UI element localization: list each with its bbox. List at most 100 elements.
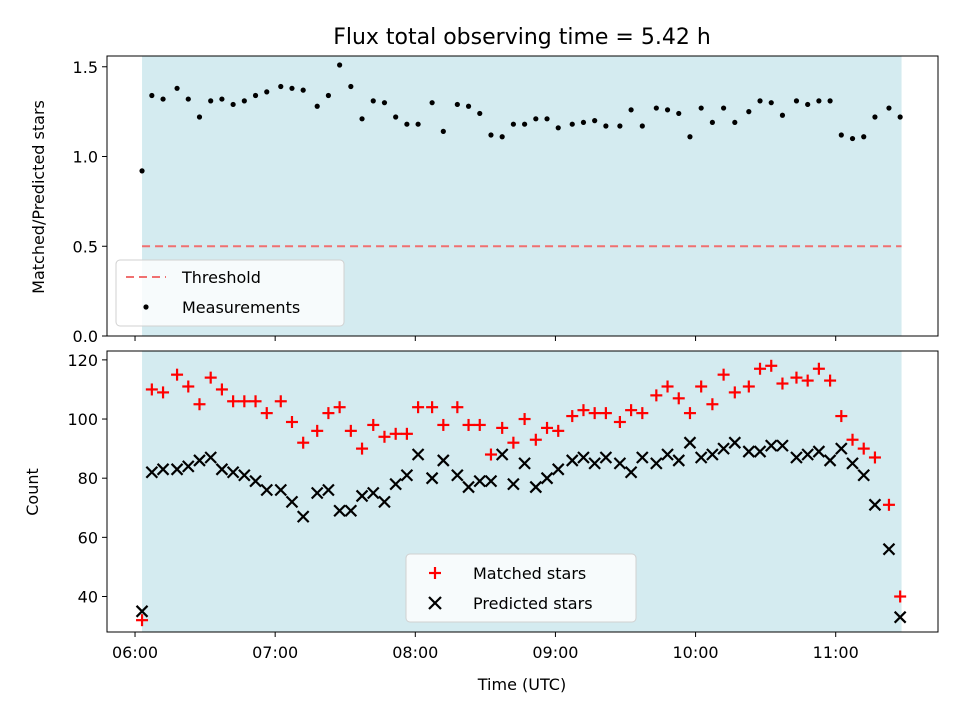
time-x-axis-label: Time (UTC) xyxy=(477,675,566,694)
measurement-point xyxy=(252,92,259,99)
matched-star-point xyxy=(613,415,626,428)
matched-star-point xyxy=(650,389,663,402)
predicted-star-point xyxy=(389,477,402,491)
measurement-point xyxy=(208,98,214,104)
measurement-point xyxy=(185,96,191,102)
measurement-point xyxy=(499,134,505,140)
matched-star-point xyxy=(776,377,789,390)
count-y-tick-label: 60 xyxy=(78,528,98,547)
matched-star-point xyxy=(801,374,814,387)
measurement-point xyxy=(359,116,365,122)
measurement-point xyxy=(816,98,822,104)
matched-star-point xyxy=(462,418,475,431)
matched-star-point xyxy=(824,374,837,387)
matched-star-point xyxy=(577,404,590,417)
time-x-tick-label: 07:00 xyxy=(252,643,298,662)
predicted-star-point xyxy=(322,483,335,497)
measurement-point xyxy=(454,101,460,108)
measurement-point xyxy=(827,98,833,104)
predicted-star-point xyxy=(145,465,159,479)
matched-star-point xyxy=(625,404,638,417)
ratio-y-tick-label: 1.5 xyxy=(73,58,98,77)
predicted-star-point xyxy=(882,542,896,556)
matched-star-point xyxy=(412,401,425,414)
measurement-point xyxy=(580,119,587,126)
matched-star-point xyxy=(507,436,520,449)
predicted-star-point xyxy=(274,483,288,497)
predicted-star-point xyxy=(437,454,450,467)
predicted-star-point xyxy=(717,442,730,455)
measurement-point xyxy=(404,121,410,127)
matched-star-point xyxy=(566,410,579,423)
time-x-tick-label: 10:00 xyxy=(673,643,719,662)
predicted-star-point xyxy=(495,448,509,461)
count-y-tick-label: 100 xyxy=(67,410,98,429)
measurement-point xyxy=(149,92,155,99)
matched-star-point xyxy=(728,386,741,399)
measurement-point xyxy=(592,118,598,124)
predicted-star-point xyxy=(636,451,649,464)
measurement-point xyxy=(139,168,145,174)
legend-matched-label: Matched stars xyxy=(473,564,586,583)
matched-star-point xyxy=(717,368,730,381)
measurement-point xyxy=(522,121,528,127)
predicted-star-point xyxy=(868,498,882,512)
count-y-tick-label: 80 xyxy=(78,469,98,488)
matched-star-point xyxy=(599,407,612,420)
measurement-point xyxy=(886,105,892,111)
predicted-star-point xyxy=(518,457,531,470)
measurement-point xyxy=(779,112,786,118)
time-x-tick-label: 08:00 xyxy=(392,643,438,662)
ratio-legend-box xyxy=(115,259,345,327)
matched-star-point xyxy=(311,424,324,437)
matched-star-point xyxy=(344,424,357,437)
measurement-point xyxy=(653,105,659,111)
matched-star-point xyxy=(136,614,149,627)
measurement-point xyxy=(196,114,203,120)
count-plot-frame xyxy=(106,350,939,633)
measurement-point xyxy=(849,135,856,142)
predicted-star-point xyxy=(484,474,498,488)
predicted-star-point xyxy=(764,439,778,452)
predicted-star-point xyxy=(378,495,391,509)
matched-star-point xyxy=(356,442,369,455)
measurement-point xyxy=(465,103,472,109)
time-x-tick-label: 11:00 xyxy=(813,643,859,662)
measurement-point xyxy=(687,134,693,140)
predicted-star-point xyxy=(753,445,767,458)
predicted-star-point xyxy=(577,451,590,464)
count-plot-panel: 40 60 80 100 120 06:00 07:00 08:00 09:00 10:00 11… xyxy=(23,350,939,694)
measurement-point xyxy=(241,98,247,104)
matched-star-point xyxy=(765,359,778,372)
matched-star-point xyxy=(333,401,346,414)
predicted-star-point xyxy=(742,445,756,458)
matched-star-point xyxy=(706,398,719,411)
predicted-star-point xyxy=(355,489,369,503)
predicted-stars-points xyxy=(135,436,907,624)
predicted-star-point xyxy=(156,463,170,476)
predicted-star-point xyxy=(238,468,251,482)
predicted-star-point xyxy=(706,448,719,461)
predicted-star-point xyxy=(599,451,613,464)
predicted-star-point xyxy=(565,454,579,467)
measurement-point xyxy=(429,100,435,106)
matched-star-point xyxy=(182,380,195,393)
measurement-point xyxy=(569,121,575,127)
measurement-point xyxy=(793,98,800,104)
ratio-x-ticks xyxy=(134,336,837,341)
measurement-point xyxy=(872,114,878,120)
legend-measurements-swatch xyxy=(143,304,149,310)
measurement-point xyxy=(219,96,225,102)
count-y-axis-label: Count xyxy=(23,468,42,516)
predicted-star-point xyxy=(507,477,520,491)
predicted-star-point xyxy=(296,510,310,523)
measurement-point xyxy=(709,119,715,126)
measurement-point xyxy=(477,110,483,117)
matched-star-point xyxy=(437,418,450,431)
ratio-y-tick-label: 1.0 xyxy=(73,148,98,167)
matched-star-point xyxy=(661,380,674,393)
matched-star-point xyxy=(496,421,509,434)
predicted-star-point xyxy=(728,436,742,449)
measurement-point xyxy=(861,134,867,140)
matched-star-point xyxy=(193,398,206,411)
